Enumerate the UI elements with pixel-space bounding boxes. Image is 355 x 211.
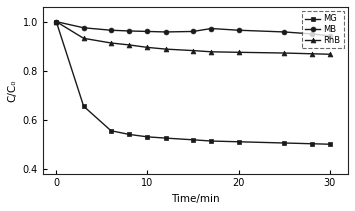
RhB [127,44,131,46]
RhB [236,51,241,54]
MB [109,29,113,31]
MB [236,29,241,31]
RhB [328,53,332,55]
RhB [310,53,314,55]
MG [282,142,286,144]
MG [191,139,195,141]
Line: MB: MB [54,19,332,38]
MB [127,30,131,32]
RhB [282,52,286,54]
MG [109,130,113,132]
MB [310,33,314,35]
MB [145,30,149,33]
RhB [209,51,213,53]
MB [328,35,332,37]
MG [54,20,59,23]
MB [54,20,59,23]
RhB [109,42,113,44]
MG [328,143,332,146]
MB [82,27,86,29]
MG [310,142,314,145]
MG [164,137,168,139]
MB [191,30,195,33]
Line: MG: MG [54,19,332,147]
RhB [191,49,195,52]
MB [282,31,286,33]
RhB [82,37,86,40]
Legend: MG, MB, RhB: MG, MB, RhB [302,11,344,48]
RhB [164,48,168,50]
MB [209,27,213,30]
MG [145,136,149,138]
MG [127,133,131,136]
MG [236,141,241,143]
X-axis label: Time/min: Time/min [171,194,220,204]
MG [82,105,86,107]
MB [164,31,168,33]
Line: RhB: RhB [54,19,332,57]
RhB [145,46,149,49]
Y-axis label: C/C₀: C/C₀ [7,79,17,101]
RhB [54,20,59,23]
MG [209,140,213,142]
